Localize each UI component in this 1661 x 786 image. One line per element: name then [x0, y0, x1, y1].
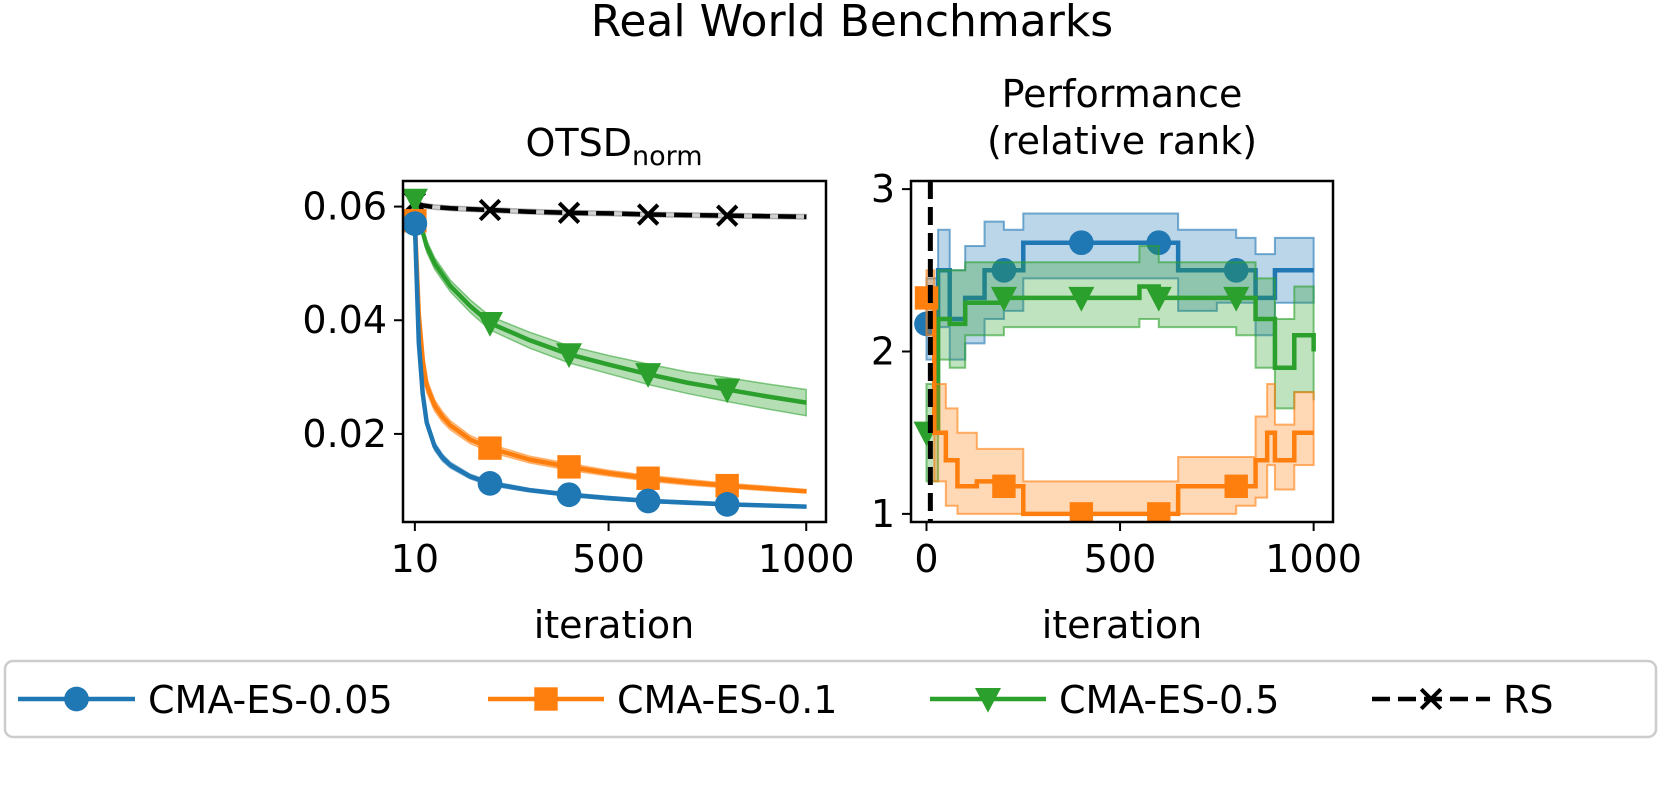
rank-plot-area: [913, 181, 1316, 522]
otsd-marker-cma01-1: [478, 436, 502, 460]
otsd-axes-frame: [401, 179, 828, 524]
legend-label-cma005: CMA-ES-0.05: [148, 678, 393, 722]
rank-ytick-label: 1: [871, 492, 895, 536]
rank-marker-cma01-2: [1069, 502, 1094, 522]
legend-marker-cma05: [975, 687, 1001, 713]
legend-frame: [3, 659, 1658, 739]
legend-label-cma05: CMA-ES-0.5: [1059, 678, 1279, 722]
rank-panel: Performance (relative rank) 0 500 1000123 …: [871, 72, 1362, 647]
otsd-line-cma05: [412, 199, 807, 405]
rank-xlabel: iteration: [1042, 603, 1203, 647]
rank-ytick-label: 3: [871, 167, 895, 211]
rank-marker-cma005-1: [991, 257, 1017, 283]
figure-title: Real World Benchmarks: [591, 0, 1113, 47]
otsd-title-main: OTSD: [525, 121, 632, 165]
legend-label-rs: RS: [1503, 678, 1554, 722]
otsd-marker-cma05-3: [635, 363, 662, 388]
otsd-xtick-label: 1000: [758, 537, 855, 581]
otsd-marker-cma05-1: [476, 312, 503, 337]
rank-marker-cma05-3: [1145, 286, 1172, 312]
otsd-axes: 10 500 1000 0.02 0.04 0.06: [302, 185, 854, 581]
otsd-marker-cma05-4: [714, 378, 741, 404]
otsd-marker-rs-1-stroke-b: [478, 198, 502, 222]
rank-marker-cma05-4: [1223, 286, 1250, 312]
legend: CMA-ES-0.05 CMA-ES-0.1 CMA-ES-0.5 RS: [3, 659, 1658, 739]
otsd-marker-cma01-2: [557, 455, 581, 479]
otsd-marker-cma005-2: [556, 482, 582, 508]
otsd-marker-cma05-2: [556, 343, 583, 368]
rank-band-cma01: [925, 269, 1315, 515]
otsd-xlabel: iteration: [534, 603, 695, 647]
rank-panel-title-line1: Performance: [1002, 72, 1243, 116]
legend-marker-cma01: [534, 687, 558, 711]
rank-marker-cma005-3: [1146, 230, 1172, 256]
otsd-marker-rs-1: [478, 198, 502, 222]
otsd-panel: OTSDnorm 10 500 1000 0.02 0.04 0.06 iteration: [302, 121, 854, 647]
otsd-marker-rs-4: [716, 204, 739, 227]
legend-label-cma01: CMA-ES-0.1: [617, 678, 837, 722]
otsd-xtick-label: 500: [572, 537, 645, 581]
otsd-marker-rs-4-stroke-b: [716, 204, 739, 227]
rank-line-cma05: [926, 284, 1316, 435]
otsd-title-sub: norm: [632, 141, 703, 172]
otsd-ytick-label: 0.04: [302, 298, 387, 342]
otsd-marker-rs-2-stroke-b: [557, 201, 581, 224]
otsd-marker-cma01-3: [636, 466, 660, 490]
rank-axes: 0 500 1000 1 2 3: [871, 167, 1362, 581]
otsd-band-cma01: [414, 216, 807, 494]
otsd-marker-cma005-0: [403, 211, 428, 236]
rank-marker-cma05-2: [1068, 286, 1095, 312]
otsd-marker-rs-2: [557, 201, 581, 224]
rank-panel-title-line2: (relative rank): [987, 119, 1257, 163]
rank-marker-cma05-1: [990, 286, 1017, 312]
otsd-marker-cma005-1: [477, 471, 503, 496]
rank-xtick-label: 1000: [1265, 537, 1362, 581]
legend-marker-rs: [1419, 687, 1443, 711]
otsd-marker-cma05-0: [403, 188, 428, 214]
rank-marker-cma01-0: [914, 286, 939, 310]
rank-marker-cma005-2: [1068, 230, 1094, 256]
otsd-panel-title: OTSDnorm: [525, 121, 702, 172]
otsd-ytick-label: 0.02: [302, 412, 387, 456]
otsd-marker-rs-3: [636, 203, 660, 226]
rank-xtick-label: 500: [1084, 537, 1157, 581]
legend-marker-cma005: [64, 686, 89, 712]
otsd-ytick-label: 0.06: [302, 185, 387, 229]
otsd-marker-rs-3-stroke-b: [636, 203, 660, 226]
otsd-xtick-label: 10: [391, 537, 439, 581]
otsd-plot-area: [403, 188, 807, 517]
rank-ytick-label: 2: [871, 330, 895, 374]
rank-marker-cma01-1: [992, 474, 1016, 498]
rank-xtick-label: 0: [914, 537, 938, 581]
otsd-marker-cma005-3: [635, 488, 661, 514]
otsd-band-cma05: [414, 197, 807, 417]
rank-marker-cma005-4: [1223, 257, 1249, 283]
otsd-marker-cma005-4: [714, 492, 740, 517]
otsd-marker-cma01-4: [715, 473, 739, 498]
rank-marker-cma01-3: [1147, 502, 1171, 522]
legend-marker-rs-stroke-b: [1419, 687, 1443, 711]
rank-marker-cma01-4: [1224, 474, 1248, 498]
